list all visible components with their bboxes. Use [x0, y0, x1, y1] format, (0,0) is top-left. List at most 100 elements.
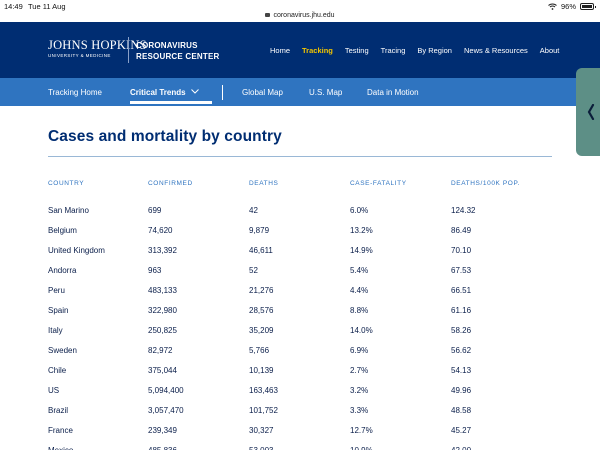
- country-cell: United Kingdom: [48, 246, 105, 255]
- country-cell: Mexico: [48, 446, 73, 450]
- subnav-critical-trends-label: Critical Trends: [130, 88, 186, 97]
- confirmed-cell: 699: [148, 206, 162, 215]
- confirmed-cell: 483,133: [148, 286, 177, 295]
- page-title: Cases and mortality by country: [48, 128, 282, 145]
- site-title-line1: CORONAVIRUS: [136, 41, 198, 50]
- case-fatality-cell: 13.2%: [350, 226, 373, 235]
- confirmed-cell: 963: [148, 266, 162, 275]
- deaths-per-100k-cell: 49.96: [451, 386, 472, 395]
- status-bar: 14:49 Tue 11 Aug coronavirus.jhu.edu 96%: [0, 0, 600, 22]
- case-fatality-cell: 3.3%: [350, 406, 369, 415]
- case-fatality-cell: 14.9%: [350, 246, 373, 255]
- subnav-us-map[interactable]: U.S. Map: [309, 88, 343, 97]
- case-fatality-cell: 2.7%: [350, 366, 369, 375]
- deaths-cell: 52: [249, 266, 258, 275]
- confirmed-cell: 82,972: [148, 346, 173, 355]
- nav-tracking[interactable]: Tracking: [302, 46, 333, 55]
- deaths-per-100k-cell: 45.27: [451, 426, 472, 435]
- deaths-cell: 9,879: [249, 226, 270, 235]
- wifi-icon: [548, 3, 557, 10]
- table-row: Italy 250,825 35,209 14.0% 58.26: [0, 326, 600, 346]
- subnav-global-map[interactable]: Global Map: [242, 88, 283, 97]
- case-fatality-cell: 3.2%: [350, 386, 369, 395]
- table-row: Peru 483,133 21,276 4.4% 66.51: [0, 286, 600, 306]
- nav-tracing[interactable]: Tracing: [380, 46, 406, 55]
- column-header-confirmed[interactable]: CONFIRMED: [148, 180, 193, 187]
- subnav-critical-trends[interactable]: Critical Trends: [130, 88, 199, 97]
- table-row: Brazil 3,057,470 101,752 3.3% 48.58: [0, 406, 600, 426]
- deaths-cell: 42: [249, 206, 258, 215]
- subnav-tracking-home[interactable]: Tracking Home: [48, 88, 102, 97]
- country-cell: Andorra: [48, 266, 77, 275]
- status-date: Tue 11 Aug: [28, 2, 66, 11]
- country-cell: France: [48, 426, 73, 435]
- deaths-cell: 30,327: [249, 426, 274, 435]
- deaths-cell: 101,752: [249, 406, 278, 415]
- country-cell: Peru: [48, 286, 65, 295]
- confirmed-cell: 3,057,470: [148, 406, 184, 415]
- jhu-logo[interactable]: JOHNS HOPKINS: [48, 38, 147, 52]
- deaths-per-100k-cell: 56.62: [451, 346, 472, 355]
- battery-icon: [580, 3, 596, 10]
- country-cell: Chile: [48, 366, 67, 375]
- country-cell: Brazil: [48, 406, 69, 415]
- nav-by-region[interactable]: By Region: [417, 46, 452, 55]
- table-row: Spain 322,980 28,576 8.8% 61.16: [0, 306, 600, 326]
- case-fatality-cell: 4.4%: [350, 286, 369, 295]
- nav-testing[interactable]: Testing: [344, 46, 369, 55]
- confirmed-cell: 250,825: [148, 326, 177, 335]
- case-fatality-cell: 5.4%: [350, 266, 369, 275]
- table-row: Andorra 963 52 5.4% 67.53: [0, 266, 600, 286]
- table-row: United Kingdom 313,392 46,611 14.9% 70.10: [0, 246, 600, 266]
- subnav-divider: [222, 85, 223, 100]
- table-row: France 239,349 30,327 12.7% 45.27: [0, 426, 600, 446]
- deaths-per-100k-cell: 61.16: [451, 306, 472, 315]
- nav-about[interactable]: About: [539, 46, 560, 55]
- confirmed-cell: 322,980: [148, 306, 177, 315]
- case-fatality-cell: 8.8%: [350, 306, 369, 315]
- sub-nav: Tracking Home Critical Trends Global Map…: [0, 78, 600, 106]
- deaths-per-100k-cell: 124.32: [451, 206, 476, 215]
- confirmed-cell: 485,836: [148, 446, 177, 450]
- table-row: US 5,094,400 163,463 3.2% 49.96: [0, 386, 600, 406]
- nav-home[interactable]: Home: [270, 46, 291, 55]
- chevron-left-icon: [587, 103, 595, 125]
- deaths-cell: 21,276: [249, 286, 274, 295]
- site-title[interactable]: CORONAVIRUS RESOURCE CENTER: [136, 40, 219, 62]
- address-bar[interactable]: coronavirus.jhu.edu: [0, 12, 600, 19]
- country-cell: Sweden: [48, 346, 77, 355]
- column-header-case-fatality[interactable]: CASE-FATALITY: [350, 180, 407, 187]
- deaths-cell: 28,576: [249, 306, 274, 315]
- deaths-per-100k-cell: 67.53: [451, 266, 472, 275]
- main-nav: Home Tracking Testing Tracing By Region …: [270, 46, 559, 55]
- deaths-per-100k-cell: 86.49: [451, 226, 472, 235]
- deaths-per-100k-cell: 70.10: [451, 246, 472, 255]
- column-header-deaths[interactable]: DEATHS: [249, 180, 279, 187]
- confirmed-cell: 74,620: [148, 226, 173, 235]
- subnav-data-in-motion[interactable]: Data in Motion: [367, 88, 419, 97]
- lock-icon: [265, 13, 271, 17]
- jhu-logo-subtitle: UNIVERSITY & MEDICINE: [48, 53, 111, 58]
- column-header-country[interactable]: COUNTRY: [48, 180, 85, 187]
- status-time: 14:49: [4, 2, 23, 11]
- deaths-cell: 5,766: [249, 346, 270, 355]
- table-row: Mexico 485,836 53,003 10.9% 42.00: [0, 446, 600, 450]
- table-row: San Marino 699 42 6.0% 124.32: [0, 206, 600, 226]
- case-fatality-cell: 6.9%: [350, 346, 369, 355]
- case-fatality-cell: 10.9%: [350, 446, 373, 450]
- chevron-down-icon: [190, 87, 199, 96]
- site-header: JOHNS HOPKINS UNIVERSITY & MEDICINE CORO…: [0, 22, 600, 78]
- column-header-deaths-per-100k[interactable]: DEATHS/100K POP.: [451, 180, 520, 187]
- active-tab-indicator: [130, 101, 212, 104]
- site-title-line2: RESOURCE CENTER: [136, 52, 220, 61]
- title-divider: [48, 156, 552, 157]
- country-cell: San Marino: [48, 206, 89, 215]
- country-cell: Belgium: [48, 226, 77, 235]
- nav-news-resources[interactable]: News & Resources: [463, 46, 528, 55]
- case-fatality-cell: 6.0%: [350, 206, 369, 215]
- country-cell: Spain: [48, 306, 69, 315]
- deaths-cell: 163,463: [249, 386, 278, 395]
- side-panel-tab[interactable]: [576, 68, 600, 156]
- url-text: coronavirus.jhu.edu: [273, 12, 335, 19]
- confirmed-cell: 375,044: [148, 366, 177, 375]
